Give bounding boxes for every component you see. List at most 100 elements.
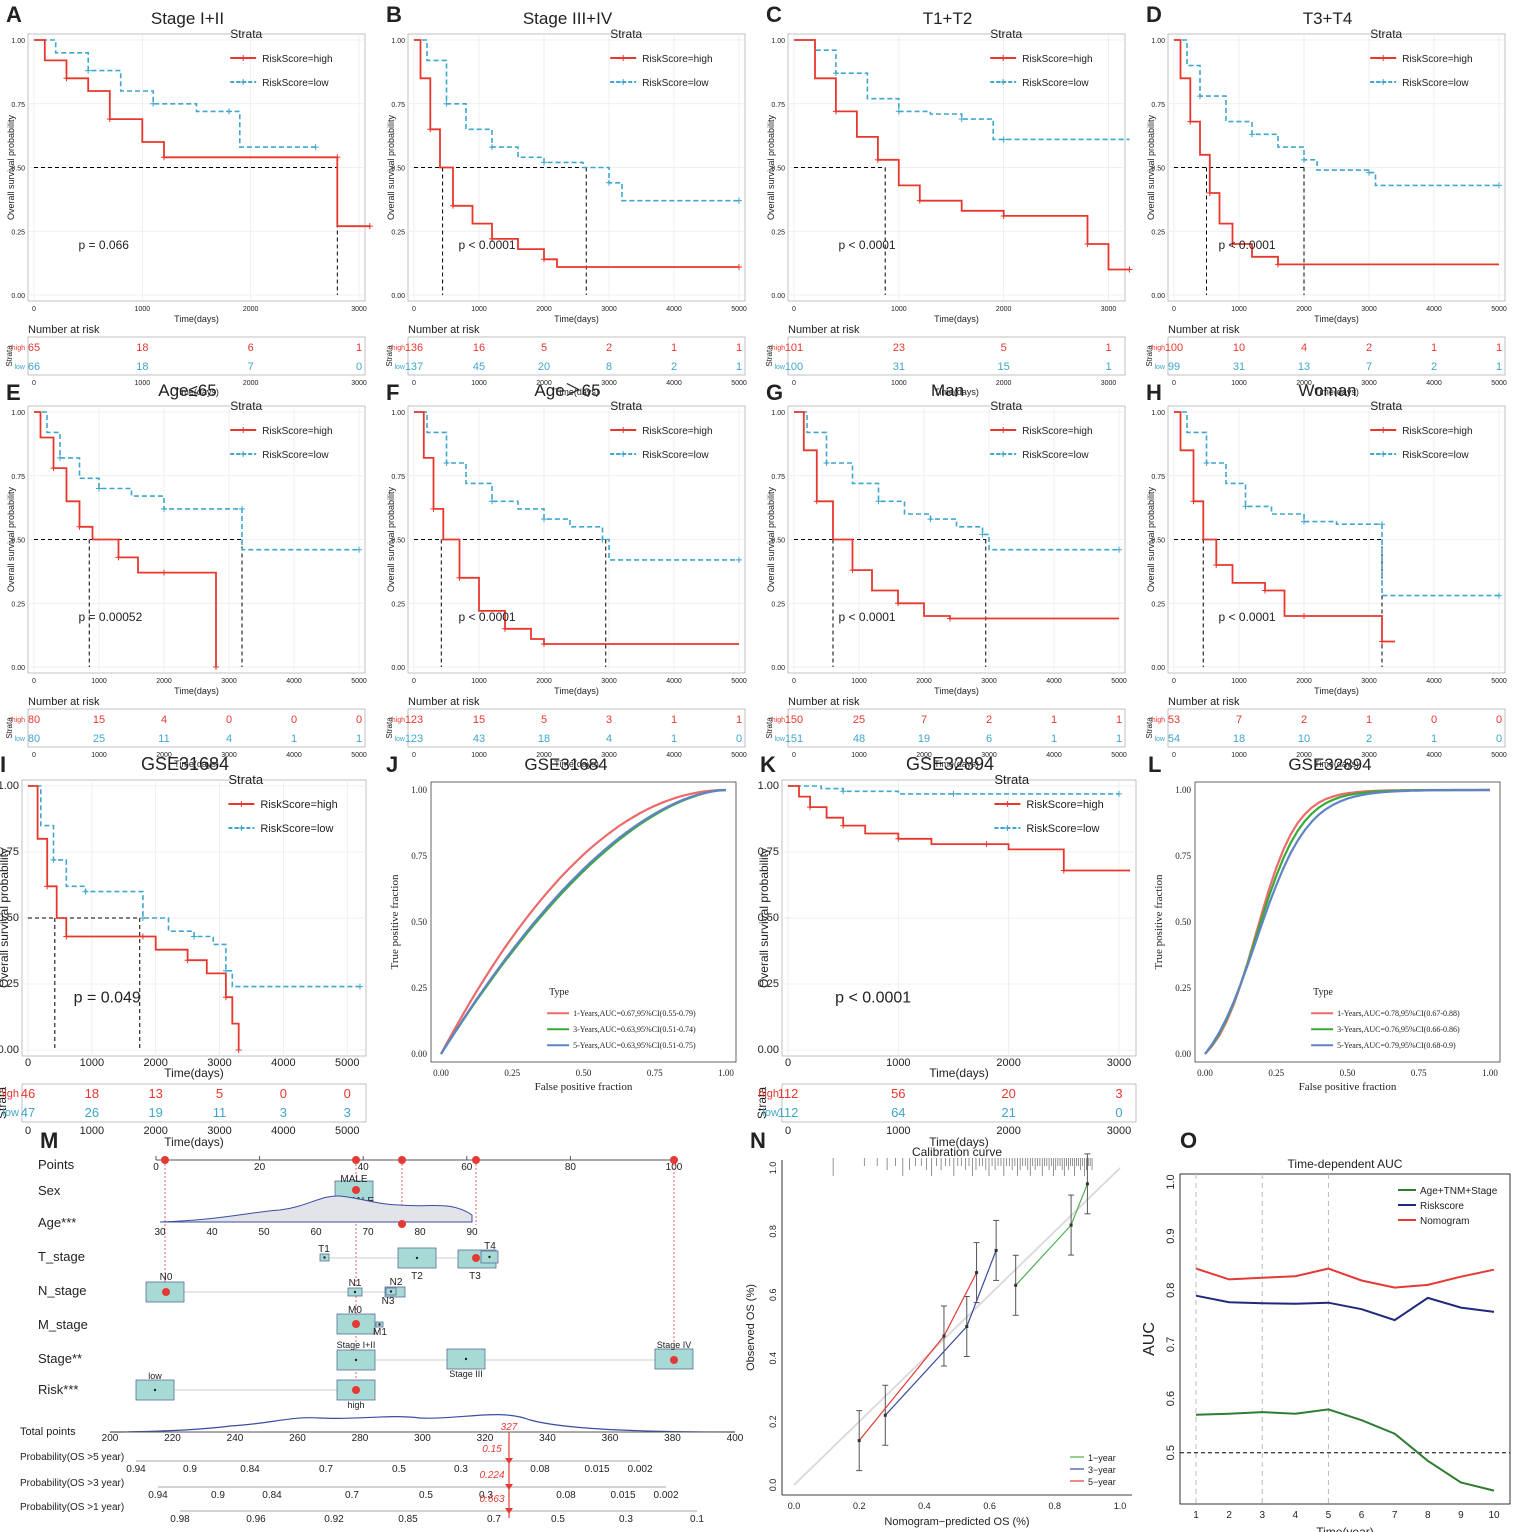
- panel-title: T3+T4: [1303, 9, 1353, 28]
- x-tick-label: 2000: [156, 678, 172, 685]
- nomo-row-label: T_stage: [38, 1249, 85, 1264]
- y-tick-label: 0.0: [768, 1479, 778, 1492]
- risk-table-box: [21, 1083, 367, 1123]
- y-tick-label: 0.00: [771, 665, 785, 672]
- p-value-label: p < 0.0001: [459, 610, 516, 624]
- censor-mark: [1190, 498, 1197, 505]
- risk-count-low: 45: [473, 361, 485, 373]
- y-tick-label: 0.8: [1165, 1283, 1177, 1298]
- age-tick-label: 90: [466, 1227, 478, 1238]
- censor-mark: [150, 100, 157, 107]
- panel-letter: E: [6, 380, 21, 405]
- y-tick-label: 0.00: [1151, 293, 1165, 300]
- x-tick-label: 0: [1172, 678, 1176, 685]
- panel-letter: M: [40, 1128, 58, 1153]
- risk-low-box-center: [153, 1388, 157, 1392]
- y-tick-label: 0.00: [0, 1044, 19, 1056]
- panel-title: Age＞65: [534, 381, 600, 400]
- risk-row-low: low: [774, 364, 785, 371]
- censor-mark: [1206, 190, 1213, 196]
- total-tick-label: 300: [414, 1433, 431, 1444]
- x-axis-title: Time(days): [1314, 686, 1359, 696]
- risk-strata-axis: Strata: [765, 717, 774, 739]
- risk-table-title: Number at risk: [788, 324, 860, 336]
- risk-count-low: 3: [344, 1105, 351, 1120]
- n3-label: N3: [382, 1296, 395, 1307]
- censor-mark: [161, 154, 167, 161]
- y-tick-label: 0.50: [11, 538, 25, 545]
- risk-count-high: 5: [1001, 342, 1007, 354]
- risk-strata-axis: Strata: [1145, 345, 1154, 367]
- censor-mark: [115, 554, 122, 561]
- x-axis-title: Time(days): [554, 314, 599, 324]
- censor-mark: [489, 144, 495, 151]
- n1-label: N1: [349, 1278, 362, 1289]
- prob-tick-label: 0.3: [619, 1514, 633, 1525]
- censor-mark: [1213, 562, 1220, 568]
- risk-count-low: 80: [28, 733, 40, 745]
- legend-low-label: RiskScore=low: [262, 450, 329, 461]
- risk-x-tick: 3000: [1107, 1125, 1131, 1137]
- x-tick-label: 6: [1359, 1510, 1365, 1521]
- p-value-label: p < 0.0001: [1219, 610, 1276, 624]
- x-tick-label: 1000: [851, 678, 867, 685]
- risk-x-tick: 5000: [1491, 752, 1507, 759]
- risk-x-tick: 4000: [1426, 380, 1442, 387]
- y-axis-title: Observed OS (%): [745, 1284, 757, 1371]
- t2-label: T2: [411, 1271, 423, 1282]
- x-tick-label: 2000: [916, 678, 932, 685]
- prob-label: Probability(OS >3 year): [20, 1478, 124, 1489]
- legend-title: Strata: [990, 399, 1022, 413]
- p-value-label: p = 0.066: [79, 238, 130, 252]
- y-tick-label: 0.75: [771, 474, 785, 481]
- censor-mark: [184, 957, 191, 964]
- risk-row-high: high: [0, 1088, 19, 1100]
- risk-count-high: 10: [1233, 342, 1245, 354]
- y-tick-label: 0.8: [768, 1225, 778, 1238]
- legend-high-label: RiskScore=high: [1022, 54, 1092, 65]
- y-tick-label: 1.00: [1151, 410, 1165, 417]
- risk-strata-axis: Strata: [385, 345, 394, 367]
- x-axis-title: Time(days): [934, 686, 979, 696]
- legend-low-mark: [1380, 451, 1387, 457]
- y-tick-label: 0.75: [758, 846, 779, 858]
- x-tick-label: 5: [1326, 1510, 1332, 1521]
- legend-title: Strata: [230, 399, 262, 413]
- low-risk-curve: [34, 39, 316, 148]
- legend-high-mark: [238, 801, 245, 807]
- y-tick-label: 0.50: [391, 538, 405, 545]
- x-tick-label: 4000: [1426, 678, 1442, 685]
- censor-mark: [96, 485, 102, 492]
- x-tick-label: 2000: [143, 1057, 167, 1069]
- risk-count-high: 1: [1431, 342, 1437, 354]
- risk-x-tick: 4000: [666, 380, 682, 387]
- risk-count-low: 19: [148, 1105, 162, 1120]
- y-tick-label: 0.75: [771, 102, 785, 109]
- calibration-point: [883, 1413, 887, 1417]
- x-tick-label: 2: [1226, 1510, 1232, 1521]
- y-tick-label: 0.5: [1165, 1445, 1177, 1460]
- x-axis-title: Time(days): [1314, 314, 1359, 324]
- y-tick-label: 0.00: [758, 1044, 779, 1056]
- x-tick-label: 3000: [207, 1057, 231, 1069]
- censor-mark: [599, 536, 606, 543]
- risk-count-low: 1: [291, 733, 297, 745]
- risk-count-low: 64: [891, 1105, 905, 1120]
- risk-x-tick: 2000: [996, 380, 1012, 387]
- censor-mark: [44, 883, 51, 890]
- x-tick-label: 1.00: [1482, 1068, 1498, 1078]
- risk-count-high: 5: [216, 1086, 223, 1101]
- legend-high-label: RiskScore=high: [1402, 426, 1472, 437]
- censor-mark: [82, 888, 89, 895]
- p-value-label: p < 0.0001: [839, 238, 896, 252]
- nomo-row-label: N_stage: [38, 1283, 86, 1298]
- risk-count-high: 1: [1116, 714, 1122, 726]
- censor-mark: [226, 108, 232, 115]
- risk-count-high: 0: [344, 1086, 351, 1101]
- risk-count-low: 3: [280, 1105, 287, 1120]
- x-tick-label: 0.00: [433, 1068, 449, 1078]
- y-tick-label: 1.00: [758, 780, 779, 792]
- p-value-label: p = 0.00052: [79, 610, 143, 624]
- calibration-point: [1014, 1283, 1018, 1287]
- censor-mark: [489, 498, 495, 505]
